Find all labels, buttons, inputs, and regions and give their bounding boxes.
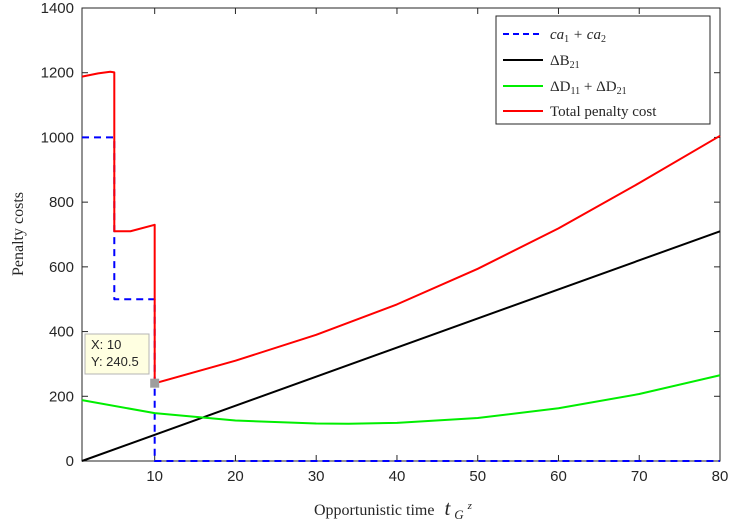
series-ca-sum [82,136,720,462]
x-axis-label-sup: z [467,500,473,512]
y-tick-label: 400 [49,324,74,341]
legend: ca1 + ca2 ΔB21 ΔD11 + ΔD21 Total penalty… [495,15,711,125]
y-tick-label: 800 [49,194,74,211]
y-axis-label: Penalty costs [10,192,27,276]
legend-label-ca: ca1 + ca2 [550,27,606,45]
svg-text:Opportunistic time t: Opportunistic time t G z [314,496,473,523]
x-tick-label: 80 [712,468,729,485]
x-tick-label: 60 [550,468,567,485]
series-d-sum [81,374,721,425]
legend-label-b21: ΔB21 [550,53,580,71]
data-tip-marker [150,378,160,388]
legend-label-total: Total penalty cost [550,104,657,120]
x-axis-label-symbol: t [444,496,451,520]
y-tick-label: 1000 [41,129,74,146]
ticks-layer: 10 20 30 40 50 60 70 80020040060080010001200140… [41,0,729,485]
data-tip-box [84,333,150,375]
x-tick-label: 70 [631,468,648,485]
data-tip-y-label: Y: 240.5 [91,354,139,369]
y-tick-label: 1200 [41,65,74,82]
y-tick-label: 0 [66,453,74,470]
x-tick-label: 10 [146,468,163,485]
y-tick-label: 200 [49,388,74,405]
x-tick-label: 50 [469,468,486,485]
y-tick-label: 1400 [41,0,74,17]
series-b21 [81,230,721,462]
x-tick-label: 30 [308,468,325,485]
data-tip[interactable]: X: 10 Y: 240.5 [84,333,160,388]
x-axis-label-text: Opportunistic time [314,502,434,519]
legend-label-d: ΔD11 + ΔD21 [550,79,627,97]
data-tip-x-label: X: 10 [91,337,121,352]
y-tick-label: 600 [49,259,74,276]
x-tick-label: 40 [389,468,406,485]
x-axis-label-sub: G [454,507,464,522]
legend-box [495,15,711,125]
x-tick-label: 20 [227,468,244,485]
x-axis-label: Opportunistic time t G z [314,496,473,523]
